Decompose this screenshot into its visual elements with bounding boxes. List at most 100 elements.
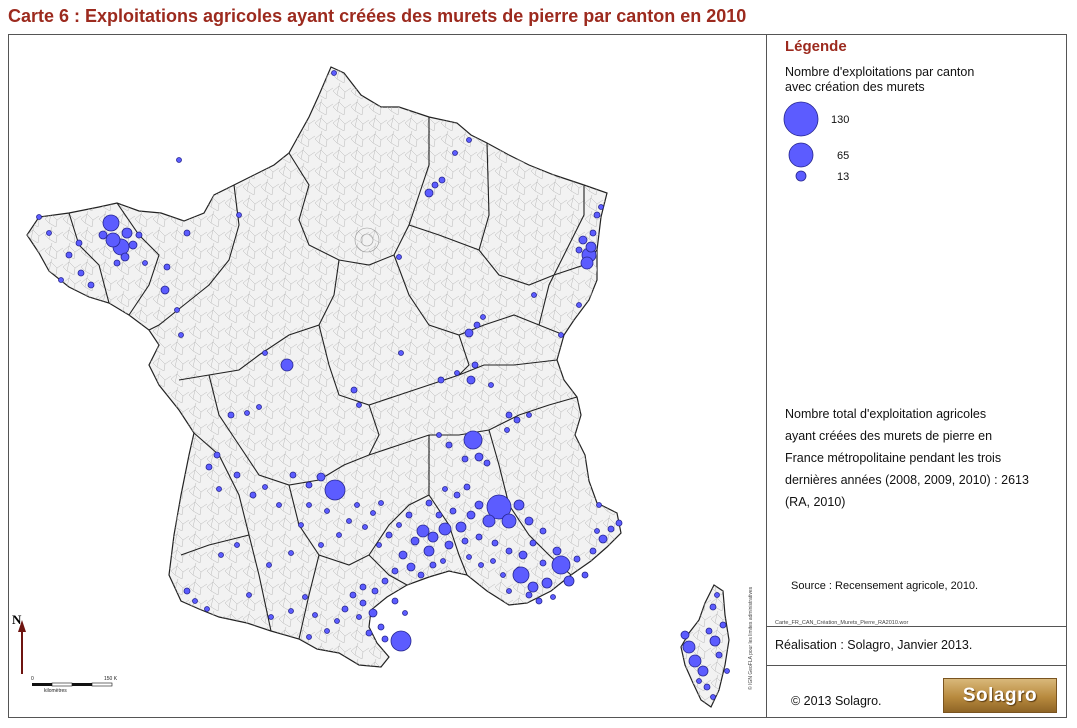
canton-symbol [246,592,252,598]
canton-symbol [356,402,362,408]
canton-symbol [87,281,95,289]
total-line5: (RA, 2010) [785,495,846,509]
scale-start: 0 [31,676,34,682]
canton-symbol [204,606,210,612]
canton-symbols [36,70,730,700]
canton-symbol [305,481,313,489]
canton-symbol [77,269,85,277]
legend-label-65: 65 [837,150,849,162]
canton-symbol [709,603,717,611]
canton-symbol [75,239,83,247]
canton-symbol [541,577,553,589]
canton-symbol [719,621,727,629]
canton-symbol [471,361,479,369]
canton-symbol [276,502,282,508]
canton-symbol [362,524,368,530]
total-line4: dernières années (2008, 2009, 2010) : 26… [785,473,1029,487]
canton-symbol [680,630,690,640]
canton-symbol [128,240,138,250]
canton-symbol [473,321,481,329]
file-name: Carte_FR_CAN_Création_Murets_Pierre_RA20… [775,620,909,626]
legend-subtitle: Nombre d'exploitations par canton avec c… [785,65,1045,95]
canton-symbol [589,547,597,555]
canton-symbol [466,510,476,520]
canton-symbol [550,594,556,600]
copyright: © 2013 Solagro. [791,694,882,708]
canton-symbol [142,260,148,266]
canton-symbol [438,522,452,536]
canton-symbol [174,307,180,313]
canton-symbol [593,211,601,219]
canton-symbol [513,416,521,424]
canton-symbol [288,608,294,614]
canton-symbol [306,502,312,508]
canton-symbol [183,587,191,595]
canton-symbol [551,555,571,575]
canton-symbol [466,554,472,560]
canton-symbol [501,513,517,529]
canton-symbol [312,612,318,618]
map-frame [8,34,1067,718]
canton-symbol [585,241,597,253]
canton-symbol [504,427,510,433]
canton-symbol [192,598,198,604]
canton-symbol [696,678,702,684]
canton-symbol [539,527,547,535]
canton-symbol [703,683,711,691]
canton-symbol [464,328,474,338]
canton-symbol [234,542,240,548]
canton-symbol [213,451,221,459]
canton-symbol [318,542,324,548]
canton-symbol [417,571,425,579]
canton-symbol [576,302,582,308]
canton-symbol [36,214,42,220]
canton-symbol [714,592,720,598]
canton-symbol [102,214,120,232]
canton-symbol [160,285,170,295]
canton-symbol [724,668,730,674]
canton-symbol [527,581,539,593]
canton-symbol [244,410,250,416]
canton-symbol [268,614,274,620]
map-area [9,35,763,717]
total-line3: France métropolitaine pendant les trois [785,451,1002,465]
north-arrow-icon [18,620,26,674]
logo-text: Solagro [962,684,1038,706]
canton-symbol [512,566,530,584]
canton-symbol [440,558,446,564]
canton-symbol [463,430,483,450]
canton-symbol [391,567,399,575]
legend-subtitle-line2: avec création des murets [785,80,925,94]
canton-symbol [526,412,532,418]
canton-symbol [405,511,413,519]
panel-divider [766,34,767,718]
canton-symbol [594,528,600,534]
canton-symbol [580,256,594,270]
canton-symbol [350,386,358,394]
canton-symbol [359,599,367,607]
canton-symbol [381,635,389,643]
canton-symbol [256,404,262,410]
canton-symbol [539,559,547,567]
canton-symbol [218,552,224,558]
canton-symbol [452,150,458,156]
canton-symbol [354,502,360,508]
canton-symbol [475,533,483,541]
canton-symbol [341,605,349,613]
canton-symbol [682,640,696,654]
canton-symbol [396,254,402,260]
canton-symbol [524,516,534,526]
canton-symbol [444,540,454,550]
legend-label-130: 130 [831,114,849,126]
legend-panel: Légende Nombre d'exploitations par canto… [767,35,1066,717]
canton-symbol [529,539,537,547]
canton-symbol [709,635,721,647]
canton-symbol [377,623,385,631]
canton-symbol [346,518,352,524]
canton-symbol [491,539,499,547]
canton-symbol [552,546,562,556]
realisation-credit: Réalisation : Solagro, Janvier 2013. [775,638,973,652]
canton-symbol [697,665,709,677]
total-summary: Nombre total d'exploitation agricoles ay… [785,403,1035,513]
legend-symbol-130 [783,101,819,137]
